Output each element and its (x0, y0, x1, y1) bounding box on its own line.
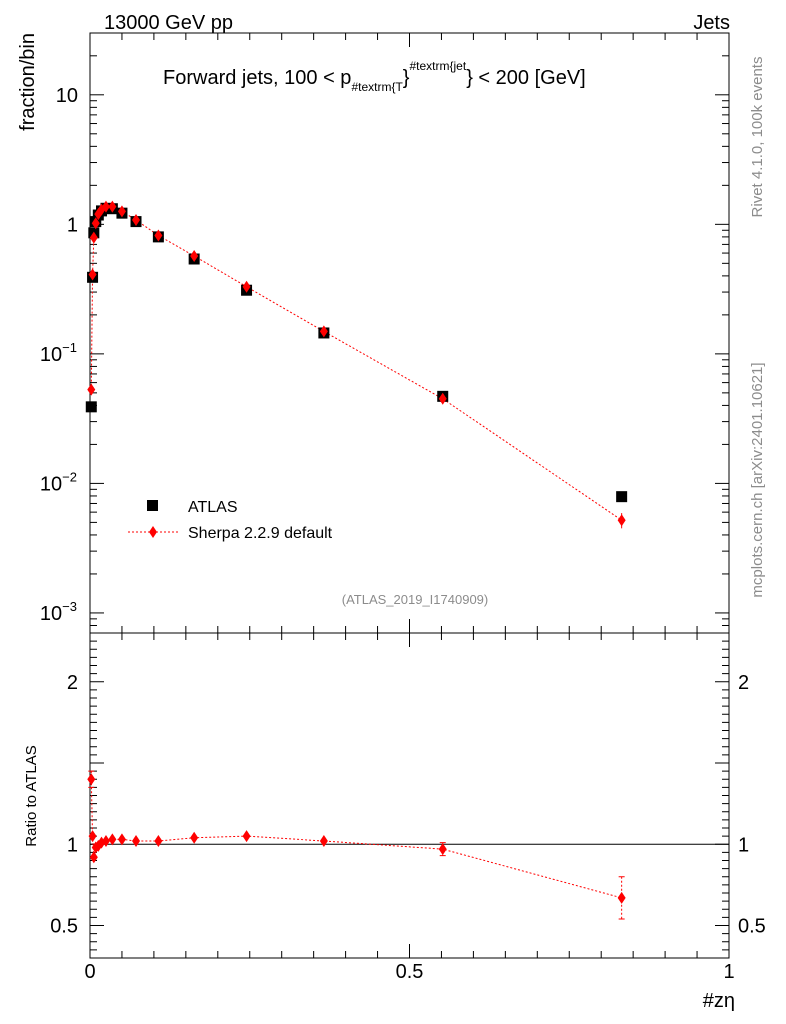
atlas-series (85, 202, 628, 503)
ratio-point (89, 851, 98, 864)
ratio-point (617, 891, 626, 904)
ratio-panel-ticks (89, 632, 730, 959)
title-superscript: #textrm{jet (409, 59, 466, 73)
ratio-point (132, 835, 141, 847)
y-tick-label: 10−1 (40, 340, 77, 366)
ratio-point (87, 773, 96, 786)
atlas-point (85, 401, 97, 413)
top-y-tick-labels: 10 1 10−1 10−2 10−3 (40, 85, 78, 625)
ratio-y-tick-label-left: 2 (67, 672, 78, 694)
ratio-point (101, 835, 110, 847)
legend-atlas-label: ATLAS (188, 499, 238, 516)
mcplots-label: mcplots.cern.ch [arXiv:2401.10621] (749, 362, 766, 597)
legend-atlas-marker (147, 500, 158, 511)
top-y-axis-label: fraction/bin (17, 33, 39, 131)
mc-point (319, 325, 328, 338)
title-brace: } (403, 67, 410, 89)
ratio-y-tick-label-right: 1 (738, 834, 749, 856)
ratio-y-tick-labels: 2 2 1 1 0.5 0.5 (50, 672, 766, 938)
y-tick-label: 10−2 (40, 469, 77, 495)
mc-point (132, 214, 141, 227)
rivet-label: Rivet 4.1.0, 100k events (749, 57, 766, 218)
plot-title: Forward jets, 100 < p#textrm{T}#textrm{j… (163, 59, 586, 94)
mc-point (242, 280, 251, 293)
ratio-line (90, 779, 622, 899)
ratio-point (108, 833, 117, 846)
analysis-id: (ATLAS_2019_I1740909) (342, 592, 488, 607)
top-panel-frame (89, 32, 730, 634)
mc-point (91, 217, 100, 230)
mc-series-line (90, 206, 622, 521)
mc-point (117, 205, 126, 218)
mc-point (88, 268, 97, 281)
title-suffix: } < 200 [GeV] (466, 67, 586, 89)
atlas-point (616, 491, 628, 503)
mc-point (154, 229, 163, 242)
ratio-y-tick-label-right: 2 (738, 672, 749, 694)
title-subscript: #textrm{T (351, 80, 403, 94)
ratio-point (88, 830, 97, 843)
mc-point (190, 249, 199, 262)
mc-point (101, 200, 110, 213)
ratio-point (154, 835, 163, 847)
category-label: Jets (693, 12, 730, 34)
ratio-point (190, 831, 199, 844)
x-tick-label: 0 (84, 961, 95, 983)
ratio-y-tick-label-right: 0.5 (738, 916, 766, 938)
mc-point (438, 392, 447, 405)
mc-point (617, 514, 626, 527)
ratio-point (242, 830, 251, 843)
x-tick-labels: 0 0.5 1 (84, 961, 734, 983)
y-tick-label: 10−3 (40, 599, 77, 625)
ratio-point (319, 835, 328, 847)
mc-line (90, 206, 622, 521)
mc-point (87, 383, 96, 396)
x-axis-label: #zη (703, 990, 735, 1012)
ratio-point (438, 843, 447, 856)
y-tick-label: 1 (67, 214, 78, 236)
legend-mc-marker (149, 526, 157, 538)
ratio-y-tick-label-left: 1 (67, 834, 78, 856)
ratio-point (117, 833, 126, 846)
ratio-y-tick-label-left: 0.5 (50, 916, 78, 938)
legend-mc-label: Sherpa 2.2.9 default (188, 525, 333, 542)
ratio-y-axis-label: Ratio to ATLAS (23, 745, 40, 846)
y-tick-label: 10 (56, 85, 78, 107)
energy-label: 13000 GeV pp (104, 12, 233, 34)
x-tick-label: 0.5 (396, 961, 424, 983)
title-prefix: Forward jets, 100 < p (163, 67, 351, 89)
ratio-series (87, 770, 626, 920)
mc-series-points (87, 200, 626, 529)
mc-point (108, 200, 117, 213)
top-panel-ticks (89, 32, 730, 634)
ratio-panel-frame (89, 632, 730, 959)
mc-point (89, 231, 98, 244)
x-tick-label: 1 (723, 961, 734, 983)
